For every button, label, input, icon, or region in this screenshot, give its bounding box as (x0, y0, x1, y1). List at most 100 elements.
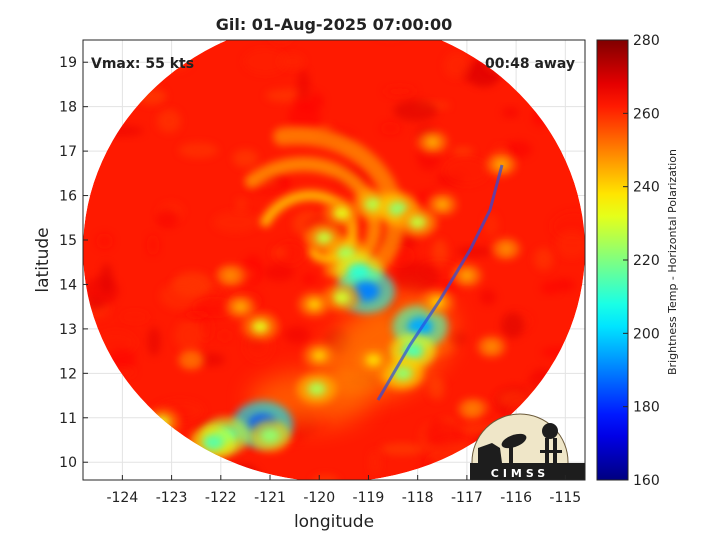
texture-blob (147, 326, 161, 357)
texture-blob (273, 240, 306, 267)
colorbar-ticks: 160 180 200 220 240 260 280 (623, 33, 660, 489)
texture-blob (383, 85, 417, 98)
colorbar-tick-label: 160 (633, 473, 660, 489)
feature-core (408, 215, 427, 229)
colorbar-tick-label: 200 (633, 326, 660, 342)
feature-core (393, 366, 413, 381)
colorbar-tick-label: 280 (633, 33, 660, 49)
texture-blob (94, 21, 137, 30)
feature-core (499, 244, 513, 254)
swath-seam (376, 164, 504, 401)
texture-blob (379, 121, 402, 136)
x-tick-label: -123 (156, 490, 188, 506)
x-tick-label: -121 (254, 490, 286, 506)
feature-core (185, 355, 198, 365)
feature-core (332, 207, 350, 220)
cimss-logo: CIMSS (470, 413, 585, 480)
texture-blob (484, 213, 499, 237)
texture-blob (272, 247, 287, 258)
texture-blob (218, 330, 231, 342)
chart-title: Gil: 01-Aug-2025 07:00:00 (216, 15, 453, 34)
y-tick-label: 13 (59, 322, 77, 338)
y-tick-label: 18 (59, 100, 77, 116)
y-tick-label: 19 (59, 55, 77, 71)
texture-blob (212, 211, 259, 233)
texture-blob (243, 48, 288, 74)
colorbar-label: Brightness Temp - Horizontal Polarizatio… (666, 149, 679, 375)
texture-blob (448, 330, 467, 346)
texture-blob (444, 157, 489, 185)
texture-blob (146, 234, 160, 256)
texture-blob (159, 282, 205, 310)
x-tick-label: -117 (451, 490, 483, 506)
feature-core (311, 349, 327, 362)
time-away-annotation: 00:48 away (485, 56, 575, 72)
texture-blob (100, 263, 113, 295)
texture-blob (479, 289, 497, 306)
feature-core (233, 301, 248, 312)
y-tick-label: 16 (59, 189, 77, 205)
texture-blob (263, 263, 295, 282)
colorbar-tick-label: 180 (633, 400, 660, 416)
x-axis-label: longitude (294, 512, 374, 532)
colorbar-gradient (597, 40, 628, 480)
texture-blob (540, 280, 560, 295)
y-axis-label: latitude (33, 227, 53, 292)
feature-core (407, 317, 433, 337)
y-tick-label: 15 (59, 233, 77, 249)
texture-blob (553, 278, 576, 292)
texture-blob (452, 146, 474, 157)
texture-blob (84, 21, 99, 35)
texture-blob (232, 149, 259, 168)
feature-core (435, 199, 450, 210)
y-tick-label: 12 (59, 366, 77, 382)
colorbar: 160 180 200 220 240 260 280 Brightness Temp - … (596, 33, 679, 489)
y-tick-label: 11 (59, 411, 77, 427)
feature-core (224, 270, 238, 281)
x-axis-ticks: -124 -123 -122 -121 -120 -119 -118 -117 -116 -115 (106, 475, 581, 506)
texture-blob (174, 319, 204, 352)
feature-core (315, 231, 334, 245)
y-tick-label: 10 (59, 455, 77, 471)
texture-blob (283, 325, 311, 344)
feature-core (202, 434, 224, 451)
texture-blob (501, 312, 525, 339)
logo-text: CIMSS (491, 467, 549, 480)
feature-core (306, 298, 322, 311)
texture-blob (96, 233, 114, 250)
x-tick-label: -119 (353, 490, 385, 506)
x-tick-label: -120 (303, 490, 335, 506)
texture-blob (198, 352, 225, 367)
texture-blob (443, 52, 471, 79)
texture-blob (297, 69, 310, 100)
texture-blob (287, 103, 321, 130)
plot-area: CIMSS Vmax: 55 kts 00:48 away -124 -123 -1… (59, 21, 586, 506)
y-tick-label: 17 (59, 144, 77, 160)
texture-blob (393, 99, 438, 122)
y-tick-label: 14 (59, 277, 77, 293)
texture-blob (301, 272, 318, 285)
x-tick-label: -124 (106, 490, 138, 506)
feature-core (460, 270, 474, 281)
convective-features (143, 130, 521, 460)
feature-core (332, 291, 351, 305)
colorbar-tick-label: 220 (633, 253, 660, 269)
texture-blob (157, 109, 182, 133)
x-tick-label: -116 (500, 490, 532, 506)
feature-core (260, 428, 280, 443)
texture-blob (156, 209, 179, 228)
x-tick-label: -118 (402, 490, 434, 506)
texture-blob (279, 53, 305, 70)
texture-blob (368, 449, 382, 476)
texture-blob (120, 311, 150, 322)
feature-core (365, 354, 382, 366)
feature-core (494, 159, 509, 170)
colorbar-tick-label: 260 (633, 106, 660, 122)
feature-core (465, 404, 479, 414)
x-tick-label: -122 (205, 490, 237, 506)
texture-blob (504, 140, 532, 159)
feature-core (388, 201, 408, 217)
texture-blob (235, 197, 248, 212)
texture-blob (379, 442, 425, 456)
